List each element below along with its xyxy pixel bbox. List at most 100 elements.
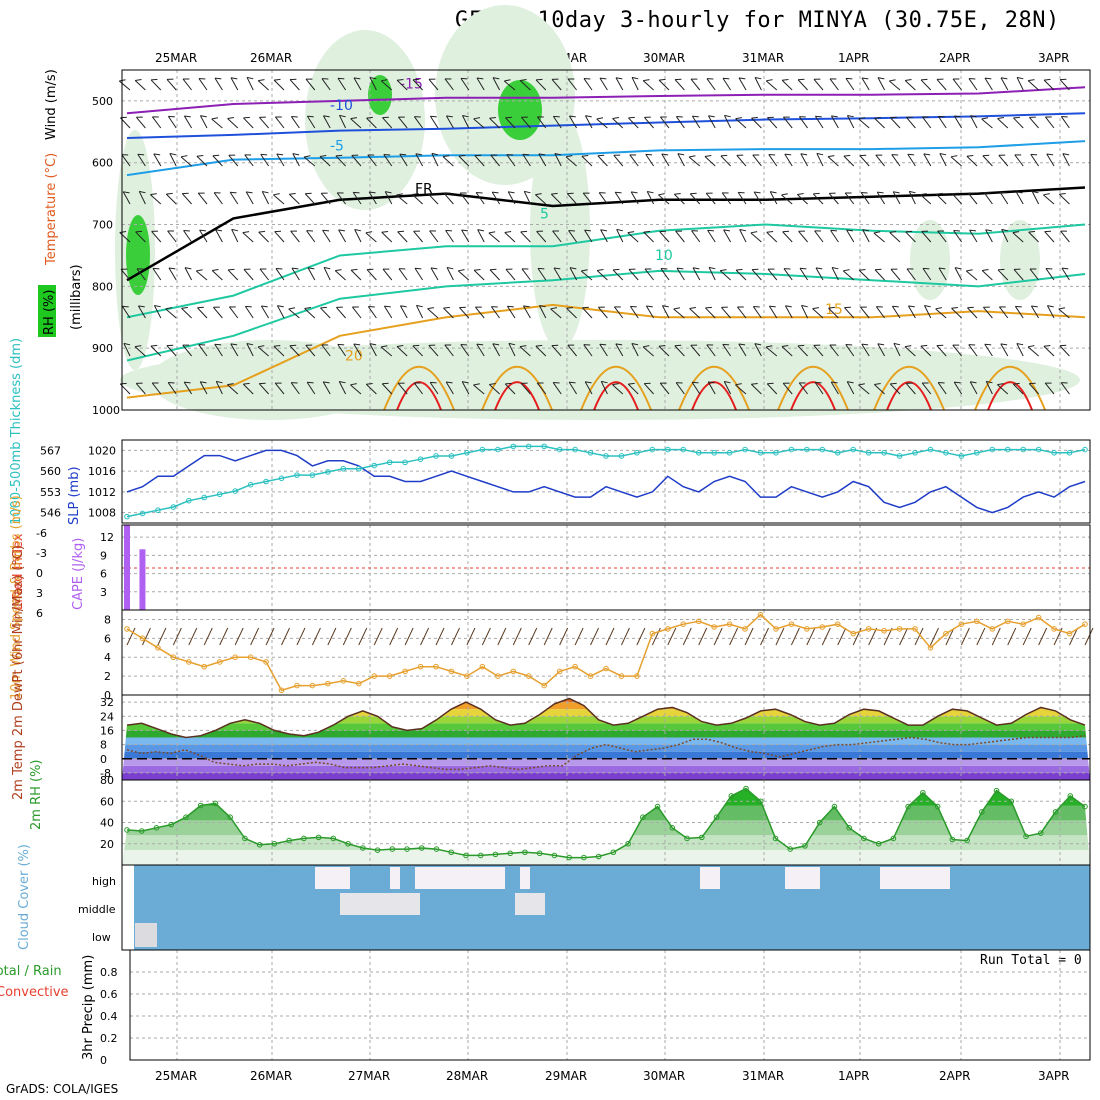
wind-barb <box>907 153 916 167</box>
wind-barb <box>227 117 239 129</box>
barb-flag <box>970 381 977 384</box>
wind-barb <box>673 307 685 319</box>
wind-speed-line-point <box>572 663 578 670</box>
barb-staff <box>905 231 916 243</box>
barb-flag <box>305 78 313 80</box>
barb-flag <box>939 153 947 156</box>
wind-barb <box>231 228 239 243</box>
barb-flag <box>615 343 623 346</box>
li-ytick: 0 <box>36 567 43 580</box>
barb-flag <box>168 115 175 118</box>
barb-staff <box>535 79 547 91</box>
wind-speed-line-point <box>495 673 501 679</box>
barb-flag <box>1016 76 1024 80</box>
barb-flag <box>446 267 454 270</box>
wind-barb <box>782 382 793 395</box>
barb-flag <box>583 192 590 194</box>
wind-barb <box>707 229 716 243</box>
wind-speed-line-point <box>804 626 810 632</box>
grads-footer: GrADS: COLA/IGES <box>6 1082 119 1096</box>
barb-staff <box>337 77 347 91</box>
wind-barb <box>921 116 932 129</box>
wind-barb <box>675 116 685 129</box>
barb-flag <box>182 78 190 80</box>
wind-barb <box>981 117 993 129</box>
barb-flag <box>753 306 760 308</box>
barb-staff <box>536 382 547 395</box>
barb-staff <box>536 116 547 129</box>
barb-staff <box>812 193 824 205</box>
barb-staff <box>1043 194 1055 205</box>
barb-flag <box>628 382 635 385</box>
barb-staff <box>831 267 839 281</box>
wind-barb <box>889 382 901 395</box>
wind-barb <box>628 116 639 129</box>
barb-flag <box>1013 116 1020 119</box>
barb-flag <box>616 228 624 232</box>
surface-wind-barb <box>466 627 476 646</box>
wind-barb <box>397 382 408 395</box>
barb-flag <box>184 267 192 270</box>
barb-staff <box>135 231 146 243</box>
thickness-line-point <box>974 449 980 456</box>
barb-flag <box>396 193 403 196</box>
wind-speed-line-point <box>1066 630 1073 637</box>
wind-barb <box>213 192 223 205</box>
barb-flag <box>1032 191 1039 194</box>
barb-flag <box>909 190 916 194</box>
precip-convective-label: Convective <box>0 985 69 1000</box>
wind-barb <box>812 307 824 319</box>
barb-staff <box>969 115 978 129</box>
barb-flag <box>815 267 823 270</box>
barb-staff <box>939 153 947 167</box>
barb-staff <box>473 269 485 281</box>
barb-staff <box>612 269 624 281</box>
wind-barb <box>921 230 932 243</box>
wind-barb <box>873 231 885 243</box>
barb-flag <box>969 229 976 232</box>
barb-flag <box>521 268 529 270</box>
barb-staff <box>643 383 654 395</box>
wind-speed-line-point <box>479 663 486 670</box>
wind-barb <box>445 381 454 395</box>
wind-barb <box>445 229 454 243</box>
barb-flag <box>612 383 619 386</box>
surface-wind-barb <box>296 627 306 646</box>
barb-flag <box>735 117 742 120</box>
wind-barb <box>338 381 347 395</box>
wind-barb <box>230 343 239 357</box>
wind-barb <box>319 155 331 167</box>
barb-staff <box>538 153 547 167</box>
barb-flag <box>198 344 206 346</box>
barb-staff <box>798 382 808 395</box>
barb-staff <box>566 193 577 205</box>
barb-flag <box>521 382 528 384</box>
barb-staff <box>182 78 192 91</box>
barb-staff <box>627 383 639 395</box>
barb-flag <box>783 268 791 270</box>
barb-staff <box>1027 346 1039 357</box>
barb-flag <box>984 192 991 194</box>
barb-staff <box>690 78 701 91</box>
upper-ytick: 500 <box>92 95 113 108</box>
barb-flag <box>781 193 788 196</box>
wind-barb <box>801 304 809 319</box>
wind-barb <box>1013 268 1024 281</box>
surface-wind-barb <box>435 627 445 646</box>
barb-flag <box>691 230 698 232</box>
surface-wind-barb <box>497 627 507 646</box>
barb-flag <box>645 153 653 156</box>
wind-barb <box>475 306 485 319</box>
barb-staff <box>783 116 793 129</box>
wind-speed-line <box>126 613 1086 692</box>
wind-barb <box>476 77 485 91</box>
wind-speed-line-point <box>1004 618 1011 625</box>
barb-flag <box>489 116 496 119</box>
surface-wind-barb <box>883 627 893 646</box>
barb-staff <box>505 117 516 129</box>
wind-barb <box>351 154 362 167</box>
barb-staff <box>151 231 162 243</box>
barb-staff <box>688 156 701 167</box>
barb-staff <box>797 194 808 205</box>
barb-flag <box>662 305 669 308</box>
